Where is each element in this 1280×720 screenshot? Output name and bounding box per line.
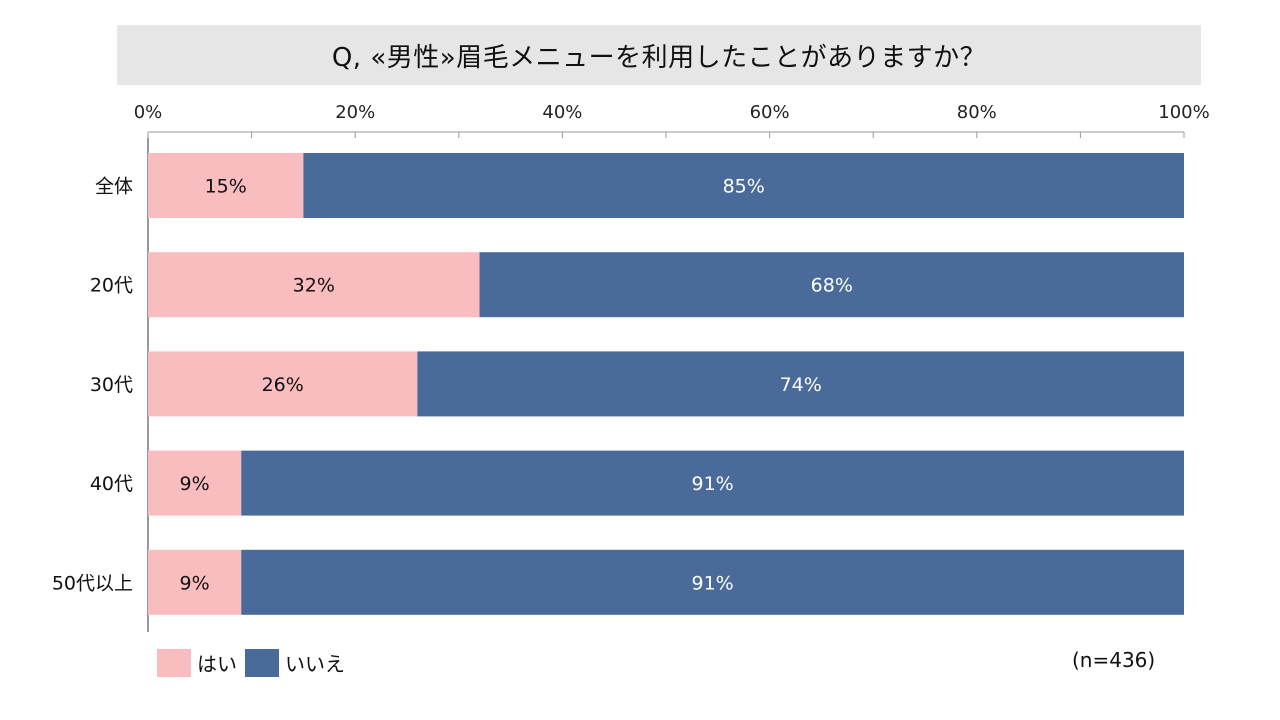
data-label: 32% (293, 275, 335, 297)
legend-item-yes: はい (157, 648, 237, 677)
data-label: 91% (692, 572, 734, 594)
category-label: 全体 (95, 176, 133, 198)
legend-swatch-yes (157, 648, 191, 677)
chart-title-box: Q, «男性»眉毛メニューを利用したことがありますか？ (117, 25, 1201, 85)
legend-label-no: いいえ (285, 652, 345, 676)
data-label: 15% (205, 176, 247, 198)
data-label: 68% (811, 275, 853, 297)
x-tick-label: 100% (1158, 102, 1209, 123)
bar-segment (241, 549, 1185, 615)
x-tick-label: 40% (542, 102, 582, 123)
x-tick-label: 60% (750, 102, 790, 123)
category-label: 30代 (90, 374, 133, 396)
legend-swatch-no (245, 648, 279, 677)
bar-segment (479, 252, 1184, 318)
legend-item-no: いいえ (245, 648, 345, 677)
x-tick-label: 80% (957, 102, 997, 123)
bar-segment (148, 153, 304, 218)
bar-segment (148, 351, 418, 417)
data-label: 9% (180, 473, 210, 495)
sample-size-note: (n=436) (1072, 648, 1156, 672)
bar-segment (148, 549, 242, 615)
category-label: 40代 (90, 473, 133, 495)
data-label: 91% (692, 473, 734, 495)
data-label: 74% (780, 374, 822, 396)
data-label: 85% (723, 176, 765, 198)
legend-label-yes: はい (197, 652, 237, 676)
x-tick-label: 20% (335, 102, 375, 123)
bar-segment (417, 351, 1184, 417)
legend: はい いいえ (157, 648, 353, 677)
data-label: 26% (262, 374, 304, 396)
bar-segment (148, 252, 480, 318)
bar-segment (303, 153, 1184, 218)
x-tick-label: 0% (134, 102, 163, 123)
data-label: 9% (180, 572, 210, 594)
category-label: 20代 (90, 275, 133, 297)
bar-segment (241, 450, 1185, 516)
chart-title: Q, «男性»眉毛メニューを利用したことがありますか？ (331, 42, 987, 73)
category-label: 50代以上 (52, 572, 133, 594)
bar-segment (148, 450, 242, 516)
